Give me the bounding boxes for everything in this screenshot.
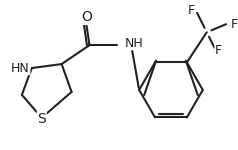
Text: HN: HN: [11, 61, 30, 75]
Text: F: F: [215, 44, 222, 57]
Text: F: F: [187, 4, 194, 17]
Text: NH: NH: [125, 37, 144, 50]
Text: S: S: [37, 112, 46, 126]
Text: F: F: [231, 18, 238, 31]
Text: O: O: [81, 10, 92, 24]
